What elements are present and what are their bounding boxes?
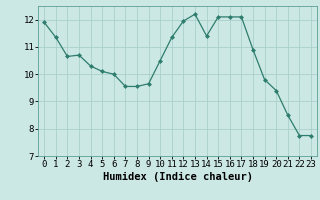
X-axis label: Humidex (Indice chaleur): Humidex (Indice chaleur) (103, 172, 252, 182)
